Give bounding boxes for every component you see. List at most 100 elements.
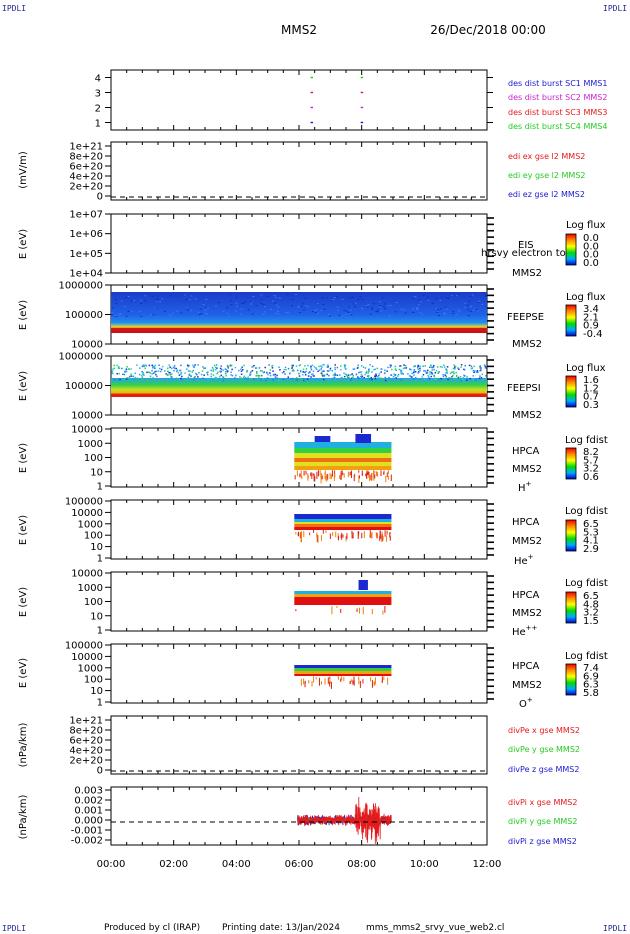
feepsi-pixel: [210, 369, 213, 372]
hpca-speck: [351, 530, 353, 535]
feepse-pixel: [343, 309, 346, 311]
feepsi-pixel: [130, 373, 132, 375]
feepsi-pixel: [255, 375, 257, 377]
feepsi-pixel: [381, 378, 384, 381]
hpca-speck: [307, 473, 309, 481]
feepsi-pixel: [430, 375, 432, 378]
hpca-speck: [368, 471, 370, 478]
colorbar-tick-label: 3.2: [583, 608, 599, 619]
legend-divpe-x: divPe x gse MMS2: [508, 726, 580, 735]
feepse-pixel: [205, 298, 208, 300]
feepsi-pixel: [414, 379, 417, 382]
feepsi-pixel: [343, 375, 346, 378]
feepse-pixel: [352, 303, 355, 305]
feepsi-pixel: [151, 364, 153, 367]
hpca-speck: [384, 605, 386, 613]
feepsi-pixel: [447, 378, 449, 381]
feepse-pixel: [120, 300, 123, 302]
feepsi-pixel: [321, 374, 323, 376]
feepsi-pixel: [332, 377, 334, 380]
feepsi-pixel: [340, 377, 342, 379]
hpca-he-colorbar-title: Log fdist: [565, 506, 608, 517]
colorbar-tick-label: 6.5: [583, 519, 599, 530]
feepsi-pixel: [249, 373, 252, 375]
feepsi-pixel: [123, 373, 126, 376]
feepse-pixel: [383, 306, 386, 308]
y-tick-label: 1000: [78, 519, 103, 530]
feepse-pixel: [418, 299, 421, 301]
feepsi-pixel: [256, 374, 258, 377]
feepse-pixel: [377, 309, 380, 311]
feepsi-pixel: [443, 366, 446, 368]
y-tick-label: 10000: [71, 652, 103, 663]
feepsi-pixel: [323, 370, 325, 372]
feepsi-pixel: [253, 378, 255, 381]
feepsi-pixel: [374, 377, 377, 380]
feepsi-pixel: [134, 372, 136, 375]
feepsi-pixel: [307, 364, 309, 367]
feepsi-pixel: [118, 367, 121, 370]
hpca-h-colorbar-ticks: 8.25.73.20.6: [583, 447, 599, 483]
feepsi-pixel: [235, 374, 237, 376]
feepse-pixel: [348, 313, 351, 315]
feepsi-pixel: [193, 366, 195, 369]
feepse-pixel: [230, 300, 233, 302]
feepsi-pixel: [263, 371, 265, 373]
hpca-speck: [320, 681, 322, 685]
hpca-hepp-spacecraft: MMS2: [512, 608, 542, 619]
feepsi-pixel: [453, 364, 455, 366]
feepse-pixel: [206, 313, 209, 315]
feepse-pixel: [115, 302, 118, 304]
feepsi-pixel: [264, 366, 266, 369]
feepse-pixel: [161, 298, 164, 300]
feepsi-pixel: [192, 364, 194, 367]
feepse-pixel: [464, 302, 467, 304]
hpca-h-y-ticks: 1 10 100 1000 10000: [71, 425, 111, 493]
feepsi-pixel: [312, 370, 315, 373]
colorbar-tick-label: 5.7: [583, 455, 599, 466]
feepsi-pixel: [166, 373, 168, 376]
feepsi-pixel: [426, 371, 428, 373]
feepse-pixel: [144, 300, 147, 302]
hpca-speck: [343, 677, 345, 682]
feepsi-pixel: [139, 367, 141, 369]
burst-point: [360, 106, 364, 109]
feepse-pixel: [469, 295, 472, 297]
feepsi-pixel: [113, 378, 116, 381]
feepsi-pixel: [225, 374, 227, 377]
feepsi-pixel: [364, 367, 367, 369]
feepsi-pixel: [283, 368, 286, 371]
feepsi-pixel: [148, 371, 151, 374]
burst-point: [360, 76, 364, 79]
feepsi-pixel: [311, 373, 313, 376]
hpca-speck: [346, 533, 348, 540]
feepsi-pixel: [155, 373, 157, 376]
feepse-pixel: [316, 312, 319, 314]
feepsi-pixel: [334, 373, 336, 375]
feepse-pixel: [315, 309, 318, 311]
hpca-band: [294, 466, 392, 470]
feepsi-pixel: [169, 371, 171, 374]
feepsi-pixel: [462, 376, 465, 379]
feepsi-pixel: [352, 368, 355, 370]
y-tick-label: 100000: [65, 310, 103, 321]
feepse-pixel: [419, 311, 422, 313]
footer-produced-by: Produced by cl (IRAP): [104, 923, 200, 933]
feepsi-pixel: [301, 379, 304, 381]
feepsi-pixel: [444, 374, 446, 376]
hpca-hepp-spectrogram: [294, 580, 392, 615]
feepsi-pixel: [360, 371, 363, 373]
feepsi-pixel: [169, 366, 171, 368]
feepsi-pixel: [377, 374, 380, 377]
feepsi-pixel: [347, 374, 350, 376]
feepsi-pixel: [176, 369, 179, 371]
hpca-band: [294, 442, 392, 448]
feepse-pixel: [226, 312, 229, 314]
feepsi-pixel: [132, 375, 134, 378]
feepsi-pixel: [324, 377, 326, 380]
feepsi-pixel: [154, 364, 157, 367]
feepsi-pixel: [350, 379, 352, 381]
feepse-pixel: [114, 299, 117, 301]
hpca-speck: [386, 472, 388, 478]
feepsi-pixel: [468, 364, 471, 367]
